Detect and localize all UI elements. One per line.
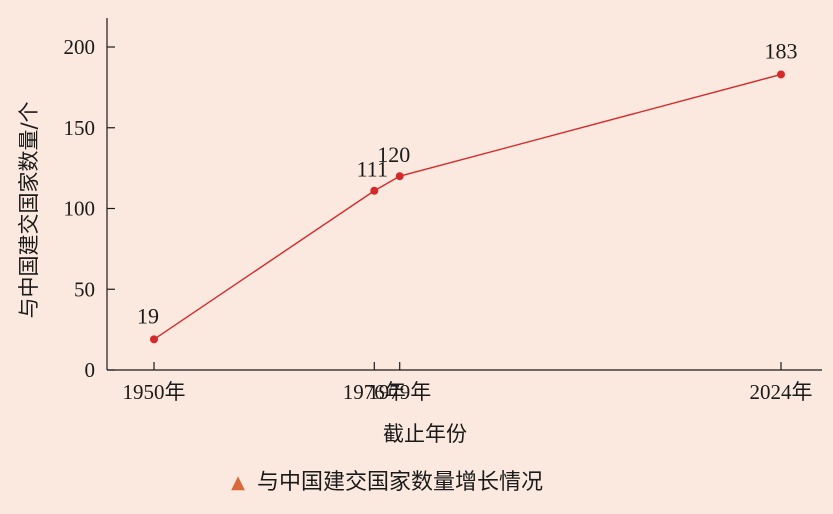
y-tick-label: 200: [64, 35, 96, 59]
x-tick-label: 1979年: [368, 380, 431, 404]
x-tick-label: 1950年: [123, 380, 186, 404]
data-label: 111: [357, 157, 388, 182]
data-point: [395, 172, 404, 181]
y-axis-title: 与中国建交国家数量/个: [17, 101, 41, 318]
caption: ▲ 与中国建交国家数量增长情况: [231, 470, 543, 495]
data-point: [150, 335, 158, 344]
series-line: [153, 73, 782, 340]
data-point: [777, 70, 785, 79]
caption-text: 与中国建交国家数量增长情况: [257, 470, 543, 495]
y-tick-label: 150: [64, 116, 96, 140]
y-tick-label: 100: [64, 197, 96, 221]
x-axis-title: 截止年份: [383, 422, 467, 446]
series-line-group: [150, 70, 785, 344]
y-tick-label: 0: [85, 358, 96, 382]
data-label: 183: [765, 38, 798, 63]
caption-triangle-icon: ▲: [231, 472, 245, 493]
x-tick-label: 2024年: [750, 380, 813, 404]
y-axis: 0 50 100 150 200: [64, 18, 115, 382]
x-tick-label: 1976年: [343, 380, 406, 404]
data-label: 120: [377, 142, 410, 167]
y-tick-label: 50: [74, 277, 95, 301]
data-label: 19: [137, 303, 159, 328]
data-point: [370, 186, 379, 195]
